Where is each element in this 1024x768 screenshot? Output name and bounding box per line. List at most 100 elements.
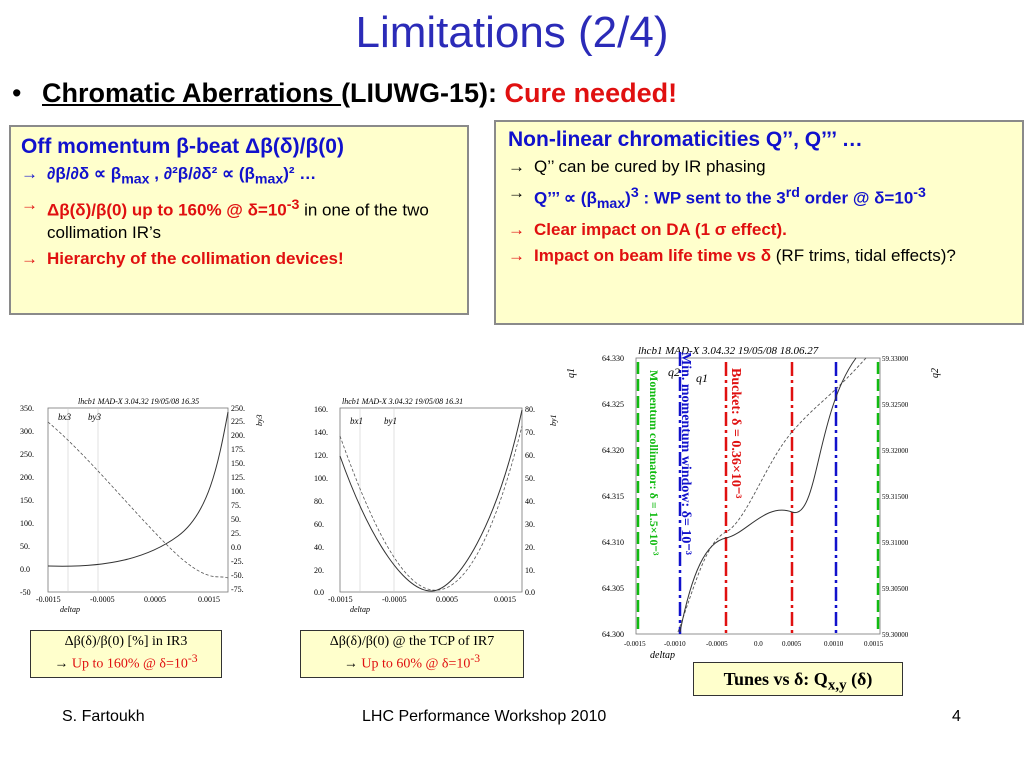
tick-label: 59.33000 (882, 355, 909, 363)
tick-label: 64.330 (602, 354, 624, 363)
caption-title: Δβ(δ)/β(0) @ the TCP of IR7 (329, 634, 495, 649)
caption-tunes: Tunes vs δ: Qx,y (δ) (693, 662, 903, 696)
tick-label: 150. (231, 459, 245, 468)
tick-label: 100. (231, 487, 245, 496)
tick-label: 200. (20, 473, 34, 482)
tick-label: 64.310 (602, 538, 624, 547)
caption-detail: → Up to 60% @ δ=10-3 (305, 650, 519, 673)
arrow-icon: → (508, 246, 525, 266)
y-axis-left: 160. 140. 120. 100. 80. 60. 40. 20. 0.0 (314, 405, 328, 597)
list-item-text: Impact on beam life time vs δ (534, 246, 772, 266)
caption-title: Tunes vs δ: Q (723, 669, 828, 689)
formula-text: )² (283, 164, 295, 183)
arrow-icon: → (343, 656, 358, 672)
arrow-icon: → (54, 656, 69, 672)
legend-q1: q1 (696, 371, 708, 385)
bullet-ref: (LIUWG-15): (341, 78, 505, 108)
tick-label: 0.0015 (864, 640, 884, 648)
arrow-icon: → (508, 183, 525, 202)
exponent: -3 (187, 652, 198, 665)
list-item: → Hierarchy of the collimation devices! (21, 248, 457, 270)
formula-sub: max (254, 171, 284, 188)
arrow-icon: → (508, 157, 525, 176)
y-axis-right: 59.33000 59.32500 59.32000 59.31500 59.3… (882, 355, 909, 639)
tick-label: 250. (231, 404, 245, 413)
x-axis: -0.0015 -0.0010 -0.0005 0.0 0.0005 0.001… (624, 640, 884, 648)
formula-sub: max (121, 171, 150, 188)
formula-text: … (294, 164, 317, 183)
tick-label: -0.0010 (664, 640, 686, 648)
footer-author: S. Fartoukh (62, 708, 145, 725)
tick-label: 64.305 (602, 584, 624, 593)
arrow-icon: → (21, 195, 38, 215)
tick-label: 60. (314, 520, 324, 529)
bullet-topic: Chromatic Aberrations (42, 78, 342, 108)
tick-label: 0.0 (231, 543, 241, 552)
list-item-text: (RF trims, tidal effects)? (771, 246, 956, 266)
list-item: → Δβ(δ)/β(0) up to 160% @ δ=10-3 in one … (21, 194, 457, 244)
plot-frame (47, 407, 229, 593)
tick-label: 64.315 (602, 492, 624, 501)
list-item-text: in one of the two collimation IR’s (47, 201, 429, 243)
formula-text: , ∂²β/∂δ² ∝ (β (149, 164, 255, 183)
tick-label: 59.32500 (882, 401, 909, 409)
tick-label: 64.300 (602, 630, 624, 639)
tick-label: 100. (20, 519, 34, 528)
tick-label: 0.0 (525, 588, 535, 597)
caption-detail: → Up to 160% @ δ=10-3 (35, 650, 217, 673)
legend-by1: by1 (384, 416, 397, 426)
tick-label: 0.0 (20, 565, 30, 574)
tick-label: 75. (231, 501, 241, 510)
slide-title: Limitations (2/4) (355, 8, 669, 57)
page-number: 4 (952, 708, 961, 725)
bullet-dot: • (12, 78, 22, 108)
tick-label: 20. (525, 543, 535, 552)
tick-label: 59.31000 (882, 539, 909, 547)
x-axis: -0.0015 -0.0005 0.0005 0.0015 (36, 595, 220, 604)
momentum-window-label: Min. momentum window: δ= 10⁻³ (678, 352, 693, 555)
arrow-icon: → (21, 249, 38, 269)
list-item: → Q’’’ ∝ (βmax)3 : WP sent to the 3rd or… (508, 182, 1010, 215)
tick-label: 80. (525, 405, 535, 414)
x-axis-title: deltap (60, 605, 80, 614)
tick-label: 175. (231, 445, 245, 454)
plot-tunes-vs-delta: lhcb1 MAD-X 3.04.32 19/05/08 18.06.27 q1… (566, 345, 941, 660)
tick-label: 0.0015 (494, 595, 516, 604)
list-item: → Impact on beam life time vs δ (RF trim… (508, 245, 1010, 267)
exponent: 3 (630, 185, 639, 201)
chromaticity-heading: Non-linear chromaticities Q’’, Q’’’ … (508, 128, 863, 151)
tick-label: -0.0015 (36, 595, 61, 604)
footer-event: LHC Performance Workshop 2010 (362, 708, 607, 725)
momentum-collimator-label: Momentum collimator: δ = 1.5×10⁻³ (647, 370, 661, 556)
caption-ir7: Δβ(δ)/β(0) @ the TCP of IR7 → Up to 60% … (300, 630, 524, 678)
tick-label: -25. (231, 557, 244, 566)
list-item-text: Hierarchy of the collimation devices! (47, 249, 344, 269)
legend-q2: q2 (668, 365, 680, 379)
tick-label: 50. (525, 474, 535, 483)
plot-header: lhcb1 MAD-X 3.04.32 19/05/08 16.35 (78, 397, 199, 406)
chromaticity-box: Non-linear chromaticities Q’’, Q’’’ … → … (494, 120, 1024, 325)
tick-label: -50 (20, 588, 31, 597)
plot-header: lhcb1 MAD-X 3.04.32 19/05/08 16.31 (342, 397, 463, 406)
caption-title: Δβ(δ)/β(0) [%] in IR3 (64, 634, 188, 649)
caption-title: (δ) (846, 669, 873, 689)
legend-bx3: bx3 (58, 412, 71, 422)
tick-label: 25. (231, 529, 241, 538)
off-momentum-heading: Off momentum β-beat Δβ(δ)/β(0) (21, 135, 344, 158)
formula-text: : WP sent to the 3 (638, 188, 786, 208)
formula-sub: max (596, 196, 626, 213)
formula-text: Q’’’ ∝ (β (534, 188, 597, 208)
x-axis-title: deltap (350, 605, 370, 614)
tick-label: 250. (20, 450, 34, 459)
tick-label: 0.0 (314, 588, 324, 597)
tick-label: 10. (525, 566, 535, 575)
tick-label: 0.0015 (198, 595, 220, 604)
tick-label: -0.0005 (706, 640, 728, 648)
tick-label: -0.0015 (624, 640, 646, 648)
bucket-label: Bucket: δ = 0.36×10⁻³ (728, 368, 743, 498)
exponent: rd (785, 185, 800, 201)
caption-value: Up to 160% @ δ=10 (71, 656, 188, 672)
legend-bx1: bx1 (350, 416, 363, 426)
tick-label: 64.320 (602, 446, 624, 455)
plot-beta-beat-ir7: lhcb1 MAD-X 3.04.32 19/05/08 16.31 bx1 b… (314, 397, 558, 614)
